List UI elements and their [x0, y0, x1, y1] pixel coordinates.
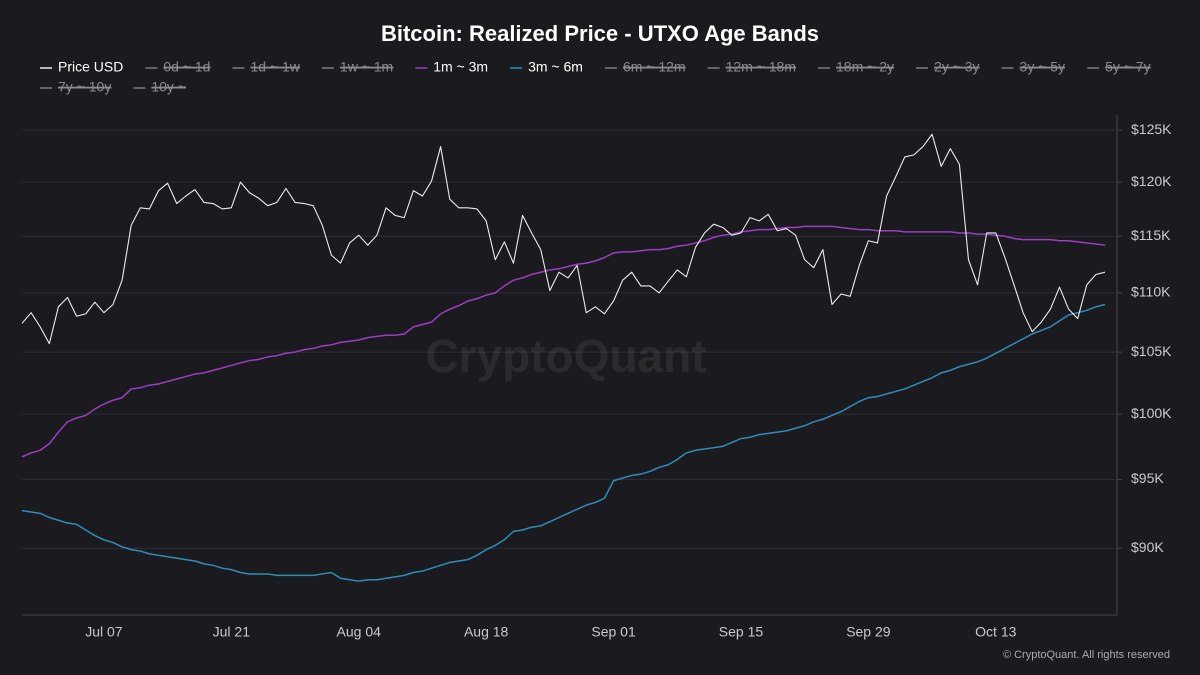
legend-item[interactable]: 1w ~ 1m [321, 59, 394, 75]
legend-item[interactable]: 5y ~ 7y [1087, 59, 1151, 75]
series-line [21, 225, 1106, 458]
watermark: CryptoQuant [425, 330, 706, 382]
series-line [21, 303, 1106, 582]
legend-label: 3y ~ 5y [1020, 59, 1066, 75]
x-tick-label: Sep 01 [591, 624, 636, 640]
x-tick-label: Aug 04 [337, 624, 382, 640]
legend-label: 12m ~ 18m [726, 59, 796, 75]
series-line [21, 133, 1106, 345]
legend-item[interactable]: 0d ~ 1d [145, 59, 211, 75]
legend-label: 7y ~ 10y [58, 79, 111, 95]
legend-label: 1m ~ 3m [433, 59, 488, 75]
legend-label: 6m ~ 12m [623, 59, 686, 75]
x-tick-label: Aug 18 [464, 624, 509, 640]
legend-label: 3m ~ 6m [528, 59, 583, 75]
y-tick-label: $90K [1131, 539, 1164, 555]
y-tick-label: $105K [1131, 343, 1172, 359]
x-tick-label: Jul 21 [213, 624, 251, 640]
y-tick-label: $110K [1131, 284, 1171, 300]
legend-item[interactable]: 2y ~ 3y [916, 59, 980, 75]
legend-item[interactable]: 3y ~ 5y [1001, 59, 1066, 75]
y-tick-label: $95K [1131, 470, 1164, 486]
legend-label: 2y ~ 3y [934, 59, 980, 75]
legend-label: Price USD [58, 59, 123, 75]
x-tick-label: Sep 15 [719, 624, 764, 640]
y-tick-label: $125K [1131, 121, 1172, 137]
legend-item[interactable]: 10y ~ [133, 79, 186, 95]
y-tick-label: $120K [1131, 173, 1172, 189]
chart-title: Bitcoin: Realized Price - UTXO Age Bands [381, 21, 819, 46]
x-tick-label: Oct 13 [975, 624, 1016, 640]
legend-item[interactable]: 7y ~ 10y [40, 79, 112, 95]
x-tick-label: Jul 07 [85, 624, 123, 640]
legend-label: 10y ~ [151, 79, 186, 95]
legend-label: 1w ~ 1m [340, 59, 393, 75]
legend-label: 1d ~ 1w [250, 59, 300, 75]
legend-label: 18m ~ 2y [836, 59, 894, 75]
y-tick-label: $100K [1131, 405, 1172, 421]
x-tick-label: Sep 29 [846, 624, 891, 640]
legend-item[interactable]: 1m ~ 3m [415, 59, 488, 75]
legend-item[interactable]: 3m ~ 6m [510, 59, 583, 75]
footer: © CryptoQuant. All rights reserved [1003, 649, 1170, 661]
legend-item[interactable]: 12m ~ 18m [707, 59, 797, 75]
legend-item[interactable]: 18m ~ 2y [818, 59, 894, 75]
legend-label: 0d ~ 1d [163, 59, 210, 75]
legend-item[interactable]: 6m ~ 12m [604, 59, 686, 75]
y-tick-label: $115K [1131, 227, 1171, 243]
legend-item[interactable]: 1d ~ 1w [232, 59, 301, 75]
legend-item[interactable]: Price USD [40, 59, 123, 75]
legend-label: 5y ~ 7y [1105, 59, 1151, 75]
